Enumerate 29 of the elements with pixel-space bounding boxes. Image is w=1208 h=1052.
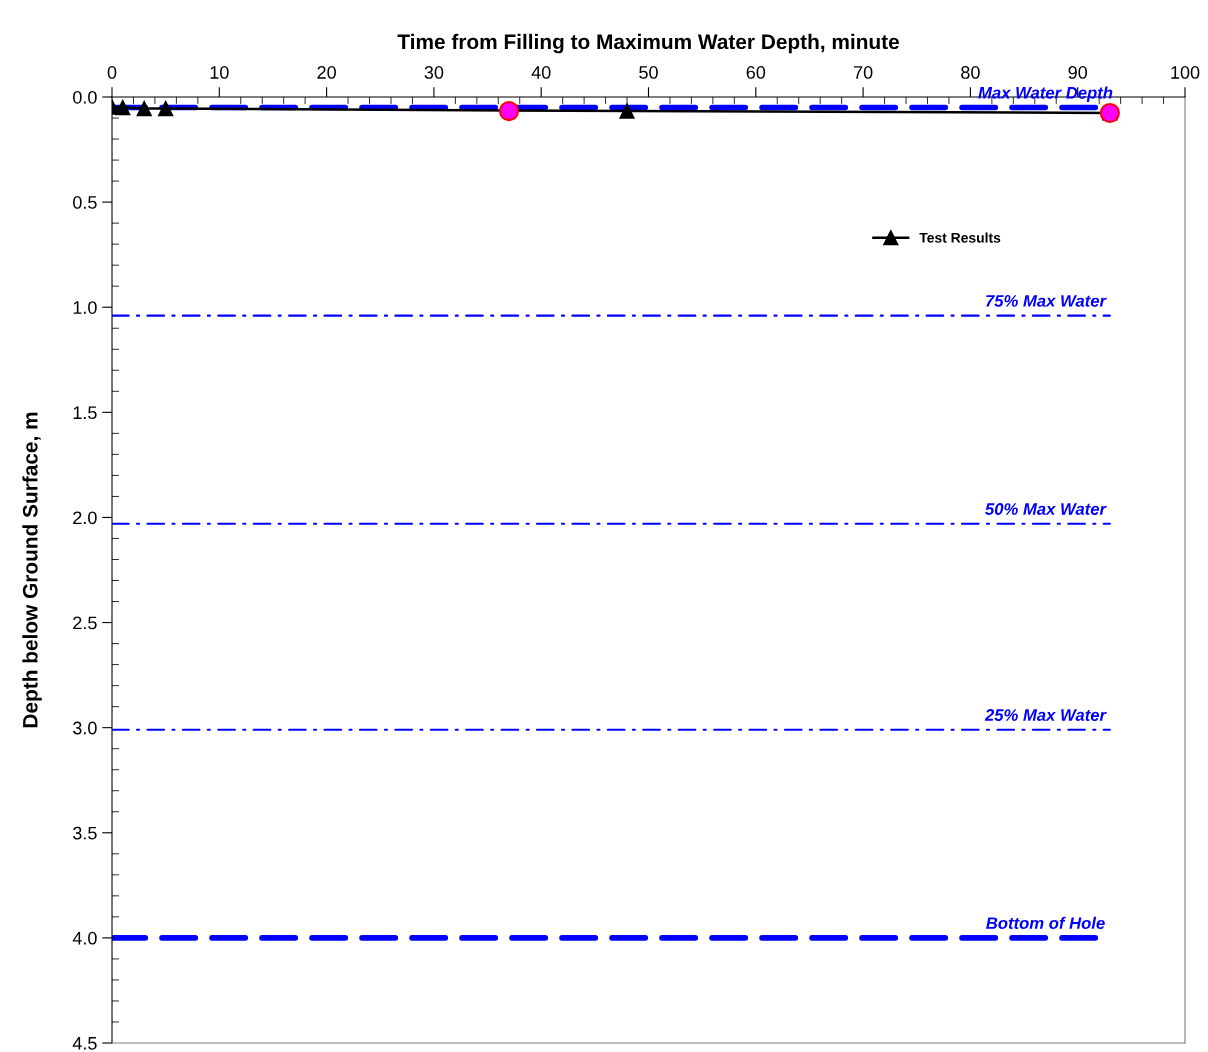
x-axis-title: Time from Filling to Maximum Water Depth, minute [397,33,899,54]
x-tick-label: 90 [1068,66,1088,79]
y-tick-label: 1.0 [73,301,97,314]
ref-line-label: 50% Max Water [985,503,1107,515]
y-tick-label: 4.5 [72,1037,97,1050]
x-tick-label: 20 [317,66,336,79]
ref-line-label: 25% Max Water [984,709,1107,721]
x-tick-label: 60 [746,66,766,79]
x-tick-label: 50 [639,66,658,79]
y-tick-label: 1.5 [73,406,97,420]
x-tick-label: 0 [107,66,117,79]
ref-line-label: Max Water Depth [978,86,1113,102]
y-tick-label: 4.0 [72,931,97,945]
legend-label: Test Results [919,232,1001,243]
ref-line-label: Bottom of Hole [986,916,1105,930]
y-tick-label: 2.0 [73,511,97,525]
x-tick-label: 70 [853,66,873,79]
x-tick-label: 80 [961,66,980,79]
x-tick-label: 100 [1171,66,1200,79]
y-axis-title: Depth below Ground Surface, m [22,412,42,728]
y-tick-label: 0.0 [73,90,97,104]
y-tick-label: 3.0 [73,721,97,735]
x-tick-label: 40 [531,66,551,79]
y-tick-label: 3.5 [73,826,97,840]
x-tick-label: 10 [210,66,229,79]
y-tick-label: 0.5 [73,196,97,209]
y-tick-label: 2.5 [73,616,97,630]
x-tick-label: 30 [424,66,444,79]
ref-line-label: 75% Max Water [986,295,1107,307]
